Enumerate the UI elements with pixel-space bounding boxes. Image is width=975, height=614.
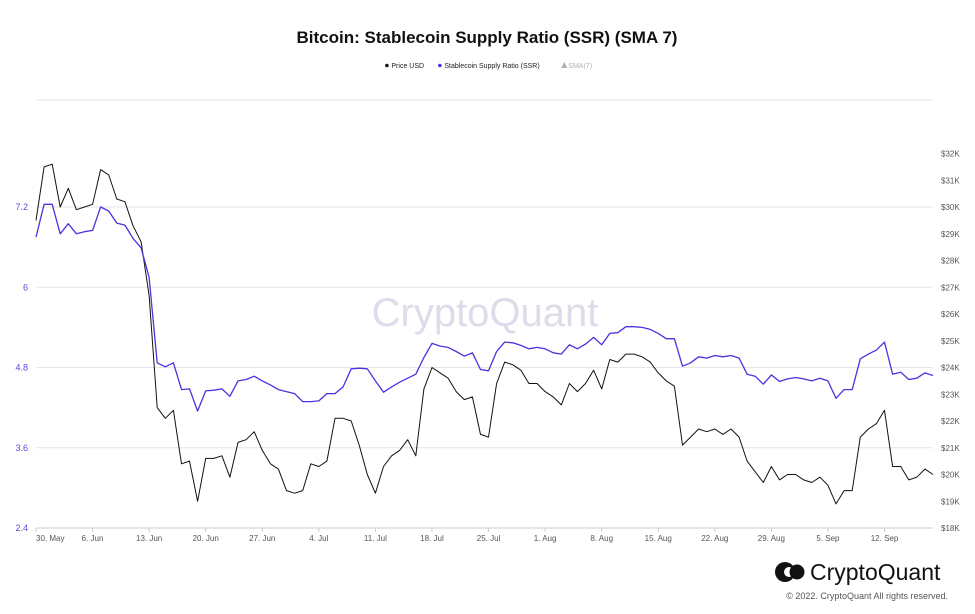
y-right-tick-label: $27K [941, 283, 960, 292]
y-right-tick-label: $20K [941, 471, 960, 480]
chart-title: Bitcoin: Stablecoin Supply Ratio (SSR) (… [297, 28, 678, 47]
x-tick-label: 8. Aug [590, 534, 613, 543]
legend-item[interactable]: SMA(7) [561, 62, 592, 70]
x-tick-label: 12. Sep [871, 534, 899, 543]
y-axis-left: 2.4 3.6 4.8 6 7.2 [15, 202, 28, 533]
y-left-tick-label: 7.2 [15, 202, 28, 212]
x-tick-label: 29. Aug [758, 534, 785, 543]
legend-item[interactable]: Stablecoin Supply Ratio (SSR) [438, 63, 540, 70]
y-right-tick-label: $30K [941, 203, 960, 212]
y-right-tick-label: $29K [941, 230, 960, 239]
legend-label: Stablecoin Supply Ratio (SSR) [444, 63, 539, 70]
y-right-tick-label: $23K [941, 390, 960, 399]
x-tick-label: 13. Jun [136, 534, 162, 543]
x-tick-label: 30. May [36, 534, 64, 543]
legend-label: Price USD [391, 63, 424, 70]
legend[interactable]: Price USD Stablecoin Supply Ratio (SSR) SM… [385, 62, 592, 70]
y-right-tick-label: $19K [941, 497, 960, 506]
y-right-tick-label: $18K [941, 524, 960, 533]
legend-triangle-icon [561, 62, 568, 68]
y-left-tick-label: 6 [23, 282, 28, 292]
y-left-tick-label: 4.8 [15, 363, 28, 373]
y-right-tick-label: $31K [941, 176, 960, 185]
x-tick-label: 27. Jun [249, 534, 275, 543]
legend-dot-icon [385, 63, 389, 68]
legend-dot-icon [438, 63, 442, 68]
y-right-tick-label: $32K [941, 150, 960, 159]
cryptoquant-logo-icon [775, 562, 805, 582]
x-axis: 30. May 6. Jun 13. Jun 20. Jun 27. Jun 4. Jul… [35, 528, 899, 543]
x-tick-label: 5. Sep [816, 534, 840, 543]
series-layer [35, 163, 934, 505]
series-line-price-usd [35, 163, 934, 505]
brand-logo: CryptoQuant [775, 559, 941, 585]
y-axis-right: $18K $19K $20K $21K $22K $23K $24K $25K $26K $27K… [941, 150, 960, 534]
x-tick-label: 25. Jul [477, 534, 501, 543]
y-right-tick-label: $25K [941, 337, 960, 346]
x-tick-label: 4. Jul [309, 534, 328, 543]
x-tick-label: 18. Jul [420, 534, 444, 543]
y-left-tick-label: 2.4 [15, 523, 28, 533]
watermark: CryptoQuant [372, 291, 599, 335]
x-tick-label: 22. Aug [701, 534, 728, 543]
grid [36, 99, 933, 449]
x-tick-label: 1. Aug [534, 534, 557, 543]
legend-item[interactable]: Price USD [385, 63, 424, 70]
legend-label: SMA(7) [568, 63, 592, 70]
y-right-tick-label: $21K [941, 444, 960, 453]
y-left-tick-label: 3.6 [15, 443, 28, 453]
y-right-tick-label: $28K [941, 257, 960, 266]
series-line-stablecoin-supply-ratio-ssr [35, 203, 934, 412]
copyright: © 2022. CryptoQuant All rights reserved. [786, 591, 948, 601]
y-right-tick-label: $26K [941, 310, 960, 319]
brand-name: CryptoQuant [810, 559, 941, 585]
x-tick-label: 6. Jun [82, 534, 104, 543]
y-right-tick-label: $24K [941, 364, 960, 373]
x-tick-label: 11. Jul [364, 534, 387, 543]
y-right-tick-label: $22K [941, 417, 960, 426]
x-tick-label: 20. Jun [193, 534, 219, 543]
x-tick-label: 15. Aug [645, 534, 672, 543]
